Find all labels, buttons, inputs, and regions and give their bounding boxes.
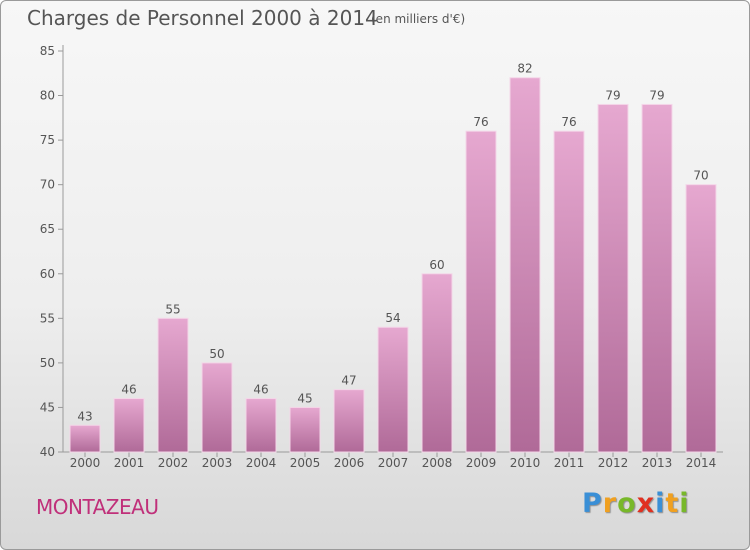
logo-letter: i	[679, 488, 690, 519]
bar-value-label: 54	[385, 311, 400, 325]
bar-value-label: 79	[649, 88, 664, 102]
y-tick-label: 45	[40, 400, 55, 414]
bar-2000	[69, 424, 101, 453]
y-tick-label: 85	[40, 44, 55, 58]
x-tick-label: 2011	[554, 456, 585, 470]
x-tick-label: 2005	[290, 456, 321, 470]
bar-value-label: 76	[473, 115, 488, 129]
commune-name: MONTAZEAU	[36, 495, 159, 519]
chart-title: Charges de Personnel 2000 à 2014	[27, 6, 378, 30]
x-tick-label: 2001	[114, 456, 145, 470]
bar-value-label: 76	[561, 115, 576, 129]
x-tick-label: 2010	[510, 456, 541, 470]
bar-value-label: 79	[605, 88, 620, 102]
x-tick-label: 2002	[158, 456, 189, 470]
bar-2014	[685, 184, 717, 453]
y-tick-label: 50	[40, 356, 55, 370]
bar-value-label: 46	[121, 383, 136, 397]
bar-2013	[641, 103, 673, 453]
x-tick-label: 2014	[686, 456, 717, 470]
logo-letter: r	[602, 488, 618, 519]
x-tick-label: 2008	[422, 456, 453, 470]
x-axis: 2000 2001 2002 2003 2004 2005 2006 2007 2008 2009…	[63, 451, 723, 470]
x-tick-label: 2003	[202, 456, 233, 470]
bar-value-label: 82	[517, 62, 532, 76]
bar-2002	[157, 317, 189, 453]
bar-2006	[333, 389, 365, 453]
logo-letter: t	[665, 488, 680, 519]
bar-value-label: 70	[693, 169, 708, 183]
y-tick-label: 65	[40, 222, 55, 236]
bar-value-label: 45	[297, 391, 312, 405]
logo-letter: i	[655, 488, 666, 519]
x-tick-label: 2000	[70, 456, 101, 470]
bar-value-label: 46	[253, 383, 268, 397]
y-tick-label: 80	[40, 89, 55, 103]
bar-2011	[553, 130, 585, 453]
y-axis: 40 45 50 55 60 65 70 75 80 85	[40, 44, 64, 459]
bar-value-label: 47	[341, 374, 356, 388]
bar-2003	[201, 362, 233, 453]
x-tick-label: 2009	[466, 456, 497, 470]
bar-2007	[377, 326, 409, 453]
chart-subtitle: (en milliers d'€)	[371, 12, 466, 26]
x-tick-label: 2013	[642, 456, 673, 470]
bar-2004	[245, 398, 277, 453]
x-tick-label: 2012	[598, 456, 629, 470]
bar-2001	[113, 398, 145, 453]
bar-2012	[597, 103, 629, 453]
bars: 43 46 55 50 46 45 47 54 60 76 82 76 79 79 70	[69, 62, 717, 453]
y-tick-label: 70	[40, 178, 55, 192]
bar-2009	[465, 130, 497, 453]
proxiti-logo: Proxiti	[582, 488, 690, 519]
y-tick-label: 75	[40, 133, 55, 147]
y-tick-label: 55	[40, 311, 55, 325]
x-tick-label: 2006	[334, 456, 365, 470]
x-tick-label: 2007	[378, 456, 409, 470]
bar-2005	[289, 406, 321, 453]
logo-letter: x	[636, 488, 656, 519]
bar-2010	[509, 77, 541, 453]
bar-2008	[421, 273, 453, 453]
bar-value-label: 60	[429, 258, 444, 272]
bar-value-label: 55	[165, 302, 180, 316]
x-tick-label: 2004	[246, 456, 277, 470]
bar-value-label: 50	[209, 347, 224, 361]
bar-value-label: 43	[77, 409, 92, 423]
y-tick-label: 40	[40, 445, 55, 459]
y-tick-label: 60	[40, 267, 55, 281]
logo-letter: P	[582, 488, 603, 519]
logo-letter: o	[617, 488, 637, 519]
